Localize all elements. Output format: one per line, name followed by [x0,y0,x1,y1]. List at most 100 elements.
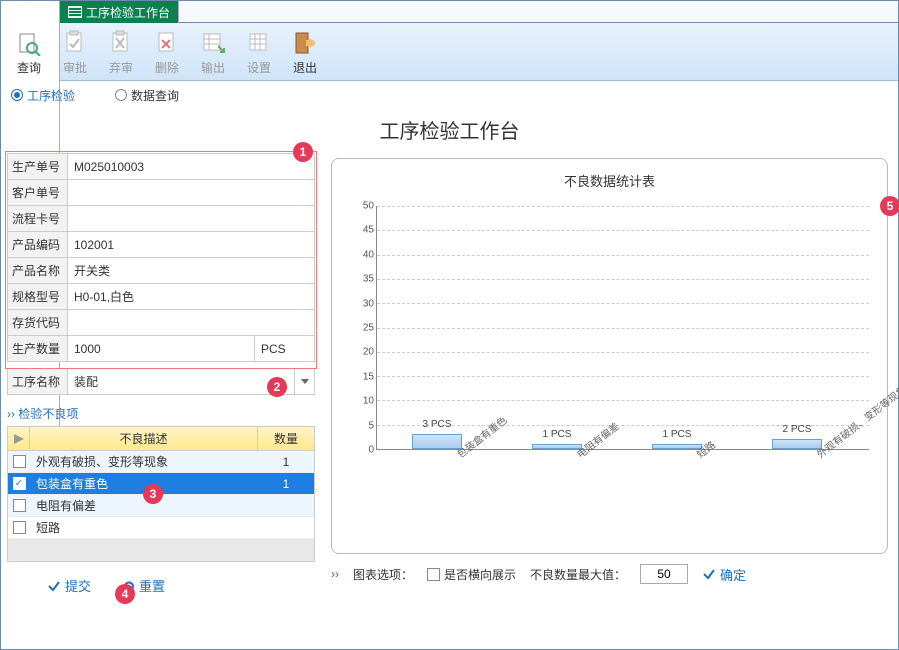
query-button[interactable]: 查询 [7,27,51,78]
y-axis: 05101520253035404550 [346,206,374,450]
form-row-prodCode: 产品编码102001 [7,231,315,258]
left-actions: 提交 重置 [7,562,315,595]
radio-inspect[interactable]: 工序检验 [11,87,75,104]
x-axis-label: 外观有破损、变形等现象 [813,381,899,461]
chart-options-expand[interactable]: ›› [331,567,339,581]
defect-row-desc: 外观有破损、变形等现象 [30,453,258,470]
proc-name-value[interactable]: 装配 [68,369,294,394]
callout-5: 5 [880,196,899,216]
y-tick: 35 [363,274,374,285]
defect-col-check [8,427,30,450]
submit-label: 提交 [65,576,91,595]
form-row-orderNo: 生产单号M025010003 [7,153,315,180]
chart-options-label: 图表选项： [353,566,413,583]
defect-row-checkbox[interactable] [13,499,26,512]
defect-empty-row [8,539,314,561]
mode-radio-row: 工序检验 数据查询 [1,81,898,109]
tab-workbench-icon [68,6,82,18]
defect-row-checkbox[interactable] [13,521,26,534]
proc-name-dropdown[interactable] [294,369,314,394]
defect-chart: 05101520253035404550 3 PCS包装盒有重色1 PCS电阻有… [376,206,869,506]
horizontal-checkbox[interactable] [427,568,440,581]
form-label-prodName: 产品名称 [8,258,68,283]
radio-inspect-label: 工序检验 [27,87,75,104]
delete-button: 删除 [145,27,189,78]
chevron-down-icon [301,379,309,385]
form-row-stockCode: 存货代码 [7,309,315,336]
max-value-input[interactable] [640,564,688,584]
exit-icon [291,29,319,57]
form-row-flowNo: 流程卡号 [7,205,315,232]
reset-label: 重置 [139,576,165,595]
form-unit-qty: PCS [254,336,314,361]
callout-3: 3 [143,484,163,504]
y-tick: 10 [363,396,374,407]
ok-label: 确定 [720,565,746,584]
grid-line [377,400,869,401]
ok-button[interactable]: 确定 [702,565,746,584]
defect-section-header[interactable]: ›› 检验不良项 [7,405,315,422]
defect-row-qty: 1 [258,477,314,491]
chart-title: 不良数据统计表 [332,171,887,190]
grid-line [377,279,869,280]
defect-row-checkbox[interactable] [13,477,26,490]
form-value-custNo[interactable] [68,180,314,205]
form-value-orderNo[interactable]: M025010003 [68,154,314,179]
delete-icon [153,29,181,57]
defect-col-desc[interactable]: 不良描述 [30,427,258,450]
form-value-prodCode[interactable]: 102001 [68,232,314,257]
check-icon [702,567,716,581]
grid-line [377,328,869,329]
defect-col-qty[interactable]: 数量 [258,427,314,450]
callout-4: 4 [115,584,135,604]
reject-label: 弃审 [109,59,133,76]
y-tick: 5 [368,420,374,431]
tab-workbench-label: 工序检验工作台 [86,4,170,21]
y-tick: 0 [368,445,374,456]
radio-dataquery-label: 数据查询 [131,87,179,104]
form-value-prodName[interactable]: 开关类 [68,258,314,283]
defect-row-checkbox[interactable] [13,455,26,468]
export-label: 输出 [201,59,225,76]
bar-value-label: 3 PCS [423,419,452,430]
form-label-qty: 生产数量 [8,336,68,361]
form-value-spec[interactable]: H0-01,白色 [68,284,314,309]
form-label-stockCode: 存货代码 [8,310,68,335]
y-tick: 20 [363,347,374,358]
approve-label: 审批 [63,59,87,76]
grid-line [377,230,869,231]
callout-2: 2 [267,377,287,397]
tab-workbench[interactable]: 工序检验工作台 [60,1,179,23]
form-label-spec: 规格型号 [8,284,68,309]
form-label-orderNo: 生产单号 [8,154,68,179]
exit-button[interactable]: 退出 [283,27,327,78]
tab-bar: 主页 工序检验工作台 [1,1,898,23]
defect-row[interactable]: 短路 [8,517,314,539]
proc-name-label: 工序名称 [8,369,68,394]
form-value-stockCode[interactable] [68,310,314,335]
chart-plot-area: 3 PCS包装盒有重色1 PCS电阻有偏差1 PCS短路2 PCS外观有破损、变… [376,206,869,450]
form-row-qty: 生产数量1000PCS [7,335,315,362]
defect-table-header: 不良描述 数量 [8,427,314,451]
form-value-flowNo[interactable] [68,206,314,231]
y-tick: 50 [363,201,374,212]
x-axis-label: 短路 [693,437,718,461]
grid-line [377,303,869,304]
approve-button: 审批 [53,27,97,78]
submit-button[interactable]: 提交 [47,576,91,595]
export-button: 输出 [191,27,235,78]
form-label-custNo: 客户单号 [8,180,68,205]
grid-line [377,376,869,377]
grid-line [377,352,869,353]
delete-label: 删除 [155,59,179,76]
y-tick: 30 [363,298,374,309]
form-value-qty[interactable]: 1000 [68,336,254,361]
defect-row-desc: 短路 [30,519,258,536]
reject-icon [107,29,135,57]
bar-value-label: 1 PCS [663,429,692,440]
query-label: 查询 [17,59,41,76]
page-title: 工序检验工作台 [1,109,898,154]
horizontal-label: 是否横向展示 [444,566,516,583]
defect-row[interactable]: 外观有破损、变形等现象1 [8,451,314,473]
radio-dataquery[interactable]: 数据查询 [115,87,179,104]
